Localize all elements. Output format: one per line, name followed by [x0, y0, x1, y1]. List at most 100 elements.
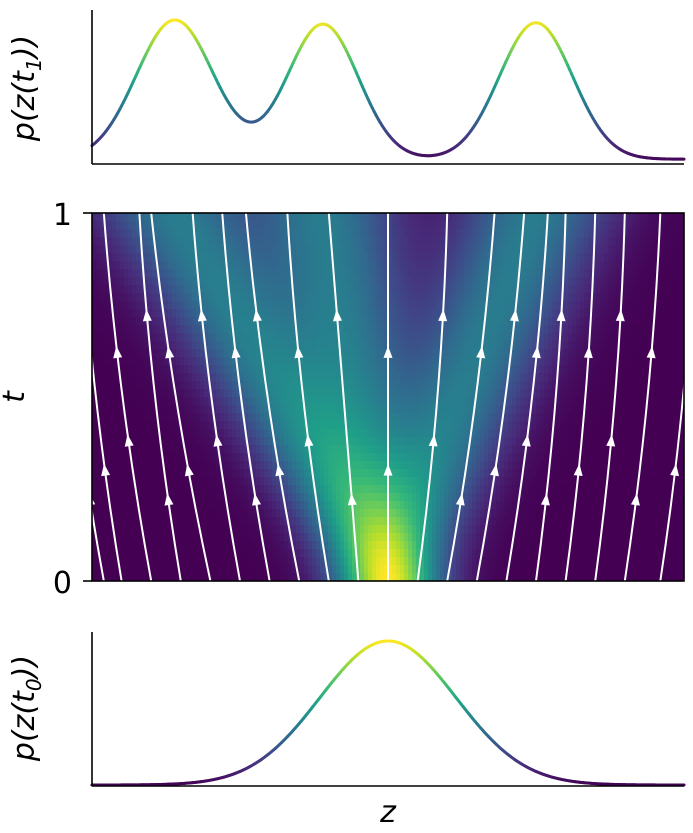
heatmap-cell	[596, 389, 601, 398]
heatmap-cell	[168, 453, 173, 462]
heatmap-cell	[604, 349, 609, 358]
heatmap-cell	[172, 349, 177, 358]
heatmap-cell	[508, 245, 513, 254]
heatmap-cell	[148, 389, 153, 398]
heatmap-cell	[564, 261, 569, 270]
heatmap-cell	[364, 389, 369, 398]
heatmap-cell	[384, 333, 389, 342]
heatmap-cell	[136, 405, 141, 414]
heatmap-cell	[336, 213, 341, 222]
heatmap-cell	[580, 309, 585, 318]
heatmap-cell	[536, 405, 541, 414]
heatmap-cell	[92, 237, 97, 246]
heatmap-cell	[164, 213, 169, 222]
heatmap-cell	[104, 285, 109, 294]
heatmap-cell	[612, 357, 617, 366]
heatmap-cell	[612, 229, 617, 238]
heatmap-cell	[376, 253, 381, 262]
heatmap-cell	[324, 301, 329, 310]
heatmap-cell	[116, 237, 121, 246]
heatmap-cell	[604, 333, 609, 342]
heatmap-cell	[244, 277, 249, 286]
heatmap-cell	[216, 397, 221, 406]
heatmap-cell	[512, 453, 517, 462]
heatmap-cell	[620, 349, 625, 358]
heatmap-cell	[400, 349, 405, 358]
heatmap-cell	[160, 261, 165, 270]
heatmap-cell	[604, 229, 609, 238]
heatmap-cell	[304, 261, 309, 270]
heatmap-cell	[144, 357, 149, 366]
heatmap-cell	[476, 245, 481, 254]
heatmap-cell	[636, 349, 641, 358]
heatmap-cell	[448, 253, 453, 262]
heatmap-cell	[628, 221, 633, 230]
heatmap-cell	[576, 421, 581, 430]
heatmap-cell	[468, 245, 473, 254]
heatmap-cell	[248, 365, 253, 374]
heatmap-cell	[372, 285, 377, 294]
heatmap-cell	[336, 245, 341, 254]
heatmap-cell	[160, 277, 165, 286]
heatmap-cell	[200, 277, 205, 286]
heatmap-cell	[236, 421, 241, 430]
heatmap-cell	[196, 381, 201, 390]
heatmap-cell	[556, 309, 561, 318]
heatmap-cell	[328, 349, 333, 358]
heatmap-cell	[552, 229, 557, 238]
heatmap-cell	[388, 389, 393, 398]
heatmap-cell	[496, 213, 501, 222]
heatmap-cell	[132, 277, 137, 286]
heatmap-cell	[524, 381, 529, 390]
heatmap-cell	[92, 221, 97, 230]
heatmap-cell	[380, 349, 385, 358]
heatmap-cell	[548, 325, 553, 334]
heatmap-cell	[92, 445, 97, 454]
heatmap-cell	[244, 453, 249, 462]
heatmap-cell	[116, 421, 121, 430]
heatmap-cell	[288, 389, 293, 398]
heatmap-cell	[376, 237, 381, 246]
heatmap-cell	[380, 381, 385, 390]
heatmap-cell	[460, 453, 465, 462]
heatmap-cell	[508, 389, 513, 398]
heatmap-cell	[264, 429, 269, 438]
heatmap-cell	[516, 213, 521, 222]
heatmap-cell	[224, 357, 229, 366]
heatmap-cell	[388, 429, 393, 438]
heatmap-cell	[488, 413, 493, 422]
heatmap-cell	[580, 453, 585, 462]
heatmap-cell	[136, 301, 141, 310]
heatmap-cell	[444, 293, 449, 302]
heatmap-cell	[576, 349, 581, 358]
heatmap-cell	[660, 373, 665, 382]
heatmap-cell	[188, 349, 193, 358]
heatmap-cell	[280, 373, 285, 382]
heatmap-cell	[144, 253, 149, 262]
heatmap-cell	[568, 325, 573, 334]
heatmap-cell	[328, 421, 333, 430]
heatmap-cell	[108, 429, 113, 438]
heatmap-cell	[420, 253, 425, 262]
heatmap-cell	[144, 437, 149, 446]
heatmap-cell	[148, 245, 153, 254]
heatmap-cell	[564, 325, 569, 334]
heatmap-cell	[340, 309, 345, 318]
heatmap-cell	[528, 293, 533, 302]
heatmap-cell	[188, 301, 193, 310]
heatmap-cell	[516, 397, 521, 406]
heatmap-cell	[300, 277, 305, 286]
heatmap-cell	[536, 285, 541, 294]
heatmap-cell	[492, 253, 497, 262]
heatmap-cell	[336, 301, 341, 310]
heatmap-cell	[168, 365, 173, 374]
heatmap-cell	[492, 421, 497, 430]
heatmap-cell	[208, 293, 213, 302]
heatmap-cell	[256, 405, 261, 414]
heatmap-cell	[328, 301, 333, 310]
heatmap-cell	[584, 253, 589, 262]
heatmap-cell	[416, 245, 421, 254]
heatmap-cell	[428, 429, 433, 438]
heatmap-cell	[556, 429, 561, 438]
heatmap-cell	[548, 333, 553, 342]
